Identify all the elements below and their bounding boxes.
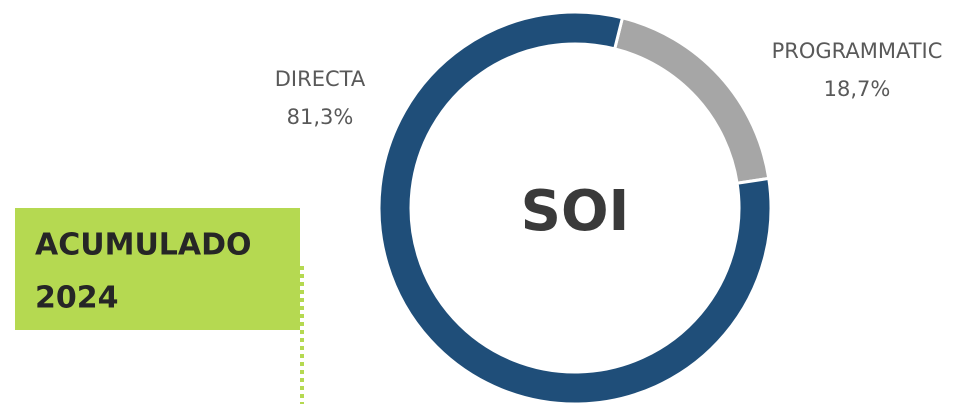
donut (377, 10, 773, 404)
value-label: 81,3% (287, 105, 354, 129)
category-label: DIRECTA (275, 67, 366, 91)
badge-line: 2024 (35, 281, 119, 316)
slice (612, 16, 771, 185)
category-label: PROGRAMMATIC (772, 39, 943, 63)
value-label: 18,7% (824, 77, 891, 101)
badge-box (15, 208, 300, 330)
slice (377, 10, 773, 404)
badge-line: ACUMULADO (35, 228, 252, 263)
center-label: SOI (521, 179, 630, 244)
